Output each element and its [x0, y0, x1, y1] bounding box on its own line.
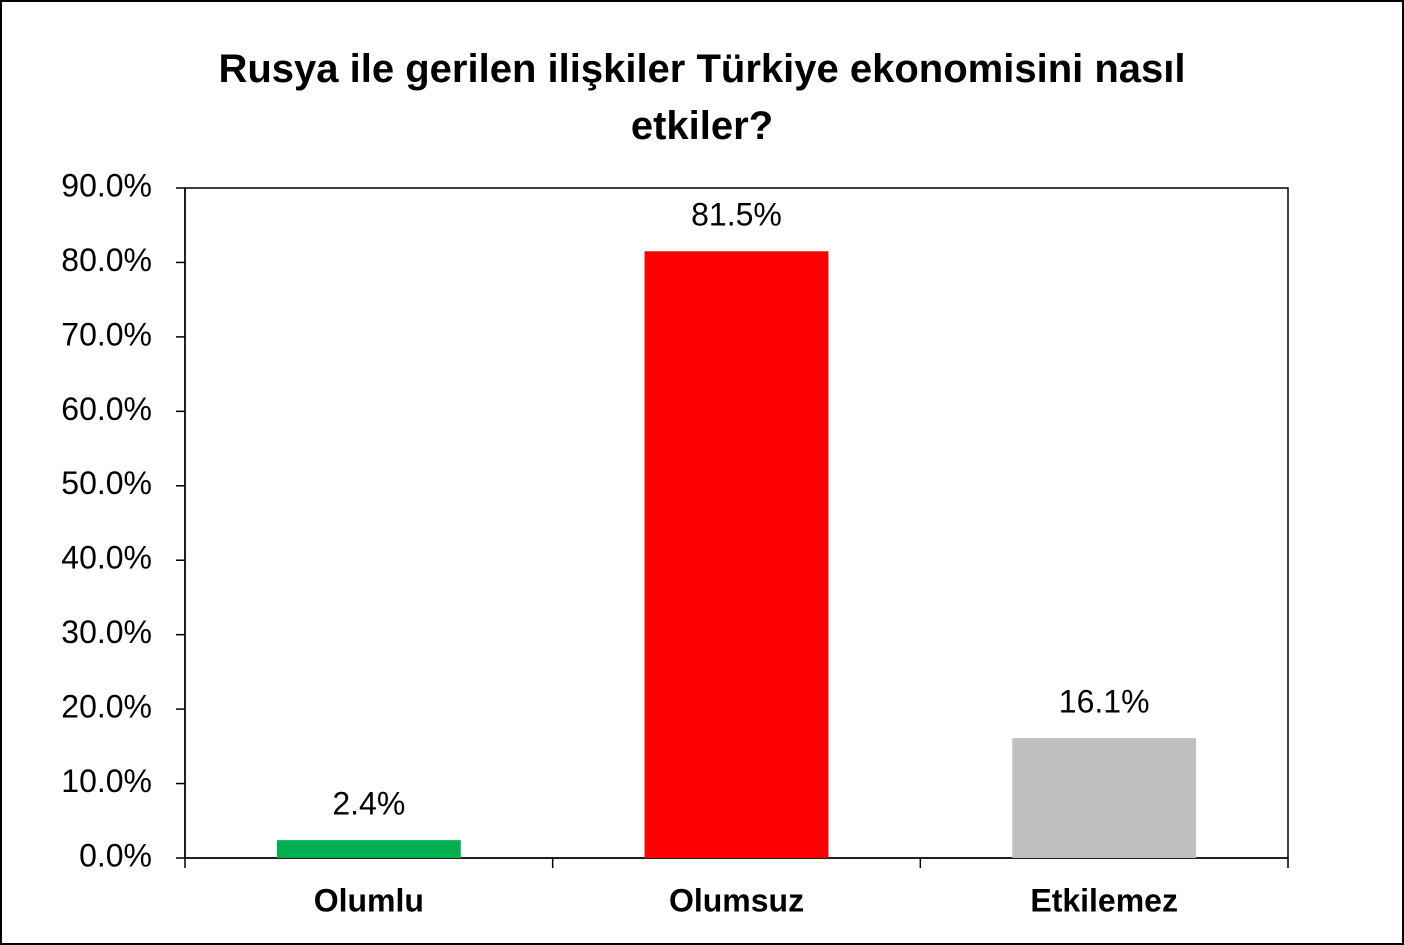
chart-title: Rusya ile gerilen ilişkiler Türkiye ekon…	[218, 47, 1186, 148]
data-label: 2.4%	[332, 786, 405, 822]
bar	[276, 840, 461, 858]
bar	[644, 251, 829, 858]
y-tick-label: 70.0%	[61, 316, 152, 352]
y-tick-label: 90.0%	[61, 167, 152, 203]
y-tick-label: 0.0%	[79, 837, 152, 873]
x-tick-label: Etkilemez	[1030, 882, 1178, 918]
y-tick-label: 20.0%	[61, 689, 152, 725]
y-tick-label: 50.0%	[61, 465, 152, 501]
y-tick-label: 10.0%	[61, 763, 152, 799]
data-label: 81.5%	[691, 197, 782, 233]
y-tick-label: 40.0%	[61, 540, 152, 576]
y-tick-label: 30.0%	[61, 614, 152, 650]
data-label: 16.1%	[1059, 684, 1150, 720]
x-tick-label: Olumlu	[314, 882, 424, 918]
y-tick-label: 60.0%	[61, 391, 152, 427]
bar	[1012, 738, 1197, 858]
x-tick-label: Olumsuz	[669, 882, 804, 918]
y-tick-label: 80.0%	[61, 242, 152, 278]
